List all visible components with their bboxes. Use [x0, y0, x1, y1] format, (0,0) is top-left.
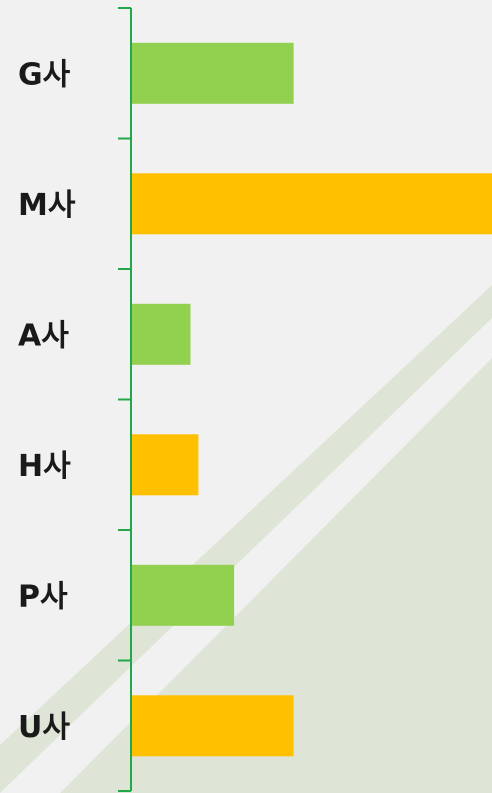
bars-group — [132, 42, 492, 757]
bar-3 — [132, 303, 191, 365]
background-decoration — [0, 285, 492, 793]
bar-1 — [132, 42, 294, 104]
bar-6 — [132, 695, 294, 757]
category-label: H사 — [18, 449, 71, 484]
category-label: G사 — [18, 57, 71, 92]
bar-5 — [132, 564, 235, 626]
category-labels: G사 M사 A사 H사 P사 U사 — [18, 57, 76, 745]
category-label: M사 — [18, 188, 76, 223]
decor-triangle — [60, 358, 492, 793]
category-label: U사 — [18, 710, 70, 745]
bar-4 — [132, 434, 199, 496]
category-label: P사 — [18, 579, 68, 614]
y-axis — [118, 7, 132, 792]
category-label: A사 — [18, 318, 69, 353]
bar-2 — [132, 173, 492, 235]
decor-stripe — [0, 285, 492, 793]
